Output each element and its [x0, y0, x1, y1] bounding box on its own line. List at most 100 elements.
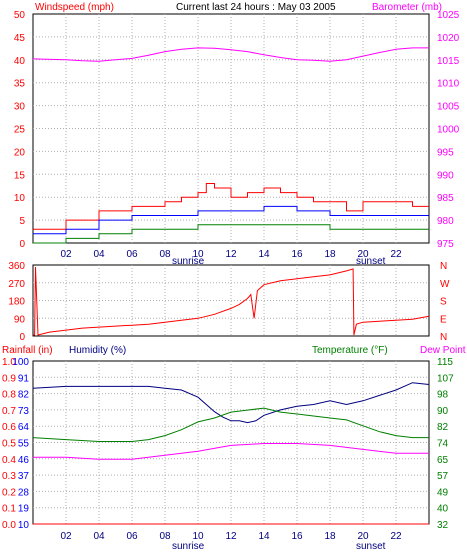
dew-point-axis-title: Dew Point — [420, 345, 466, 356]
temperature-tick-label: 82 — [437, 422, 449, 433]
windspeed-tick-label: 50 — [14, 10, 26, 21]
x-tick-label: 20 — [357, 249, 369, 260]
rainfall-tick-label: 0.0 — [2, 520, 16, 531]
tick-labels: 0202040406060808101012121414161618182020… — [2, 10, 460, 542]
temperature-tick-label: 107 — [437, 373, 454, 384]
x-tick-label: 14 — [258, 249, 270, 260]
temperature-tick-label: 90 — [437, 406, 449, 417]
humidity-tick-label: 28 — [18, 487, 30, 498]
barometer-tick-label: 995 — [437, 147, 454, 158]
windspeed-tick-label: 25 — [14, 125, 26, 136]
sunrise-label-1: sunrise — [172, 256, 205, 267]
temperature-tick-label: 32 — [437, 520, 449, 531]
temperature-tick-label: 40 — [437, 504, 449, 515]
barometer-tick-label: 1015 — [437, 56, 460, 67]
x-tick-label: 08 — [159, 531, 171, 542]
humidity-tick-label: 46 — [18, 455, 30, 466]
rainfall-tick-label: 0.3 — [2, 471, 16, 482]
chart-title: Current last 24 hours : May 03 2005 — [176, 2, 336, 13]
windspeed-tick-label: 35 — [14, 79, 26, 90]
humidity-tick-label: 37 — [18, 471, 30, 482]
rainfall-tick-label: 0.1 — [2, 504, 16, 515]
series-panel-3 — [32, 382, 430, 525]
x-tick-label: 16 — [291, 249, 303, 260]
humidity-tick-label: 100 — [12, 357, 29, 368]
x-tick-label: 06 — [126, 531, 138, 542]
barometer-axis-title: Barometer (mb) — [372, 2, 442, 13]
windspeed-tick-label: 15 — [14, 170, 26, 181]
rainfall-tick-label: 0.5 — [2, 439, 16, 450]
humidity-tick-label: 82 — [18, 390, 30, 401]
humidity-tick-label: 73 — [18, 406, 30, 417]
x-tick-label: 22 — [390, 531, 402, 542]
windspeed-tick-label: 20 — [14, 147, 26, 158]
sunrise-label-2: sunrise — [172, 541, 205, 552]
x-tick-label: 18 — [324, 249, 336, 260]
direction-degree-tick-label: 0 — [19, 332, 25, 343]
x-tick-label: 08 — [159, 249, 171, 260]
windspeed-average-series — [33, 205, 429, 235]
windspeed-tick-label: 45 — [14, 33, 26, 44]
rainfall-tick-label: 0.9 — [2, 373, 16, 384]
x-tick-label: 20 — [357, 531, 369, 542]
rainfall-tick-label: 0.4 — [2, 455, 16, 466]
temperature-tick-label: 74 — [437, 439, 449, 450]
windspeed-axis-title: Windspeed (mph) — [35, 2, 114, 13]
direction-compass-tick-label: S — [440, 297, 447, 308]
direction-compass-tick-label: E — [440, 314, 447, 325]
direction-degree-tick-label: 360 — [8, 261, 25, 272]
barometer-tick-label: 1025 — [437, 10, 460, 21]
humidity-tick-label: 64 — [18, 422, 30, 433]
windspeed-tick-label: 0 — [19, 239, 25, 250]
windspeed-tick-label: 30 — [14, 102, 26, 113]
windspeed-minimum-series — [33, 224, 429, 244]
direction-degree-tick-label: 90 — [14, 314, 26, 325]
x-tick-label: 04 — [93, 249, 105, 260]
direction-compass-tick-label: N — [440, 261, 447, 272]
sunset-label-2: sunset — [356, 541, 386, 552]
rainfall-tick-label: 0.2 — [2, 487, 16, 498]
humidity-tick-label: 10 — [18, 520, 30, 531]
x-tick-label: 02 — [60, 531, 72, 542]
grid-panel-1 — [33, 14, 429, 243]
barometer-series — [32, 47, 429, 62]
barometer-tick-label: 1000 — [437, 125, 460, 136]
x-tick-label: 16 — [291, 531, 303, 542]
sunset-label-1: sunset — [356, 256, 386, 267]
temperature-series — [32, 407, 429, 442]
barometer-tick-label: 975 — [437, 239, 454, 250]
temperature-tick-label: 65 — [437, 455, 449, 466]
temperature-tick-label: 49 — [437, 487, 449, 498]
x-tick-label: 10 — [192, 249, 204, 260]
direction-degree-tick-label: 270 — [8, 279, 25, 290]
temperature-tick-label: 115 — [437, 357, 453, 368]
barometer-tick-label: 1020 — [437, 33, 460, 44]
rainfall-tick-label: 0.7 — [2, 406, 16, 417]
grid-panel-2 — [33, 265, 429, 336]
wind-direction-series — [33, 266, 430, 336]
direction-compass-tick-label: W — [440, 279, 450, 290]
x-tick-label: 06 — [126, 249, 138, 260]
series-panel-2 — [33, 266, 430, 336]
humidity-tick-label: 55 — [18, 439, 30, 450]
barometer-tick-label: 1005 — [437, 102, 460, 113]
x-tick-label: 02 — [60, 249, 72, 260]
rainfall-tick-label: 0.8 — [2, 390, 16, 401]
temperature-tick-label: 57 — [437, 471, 449, 482]
direction-compass-tick-label: N — [440, 332, 447, 343]
dew-point-series — [33, 443, 429, 460]
windspeed-tick-label: 5 — [19, 216, 25, 227]
humidity-series — [32, 382, 430, 424]
humidity-tick-label: 91 — [18, 373, 30, 384]
rainfall-tick-label: 1.0 — [2, 357, 16, 368]
windspeed-tick-label: 40 — [14, 56, 26, 67]
x-tick-label: 12 — [225, 249, 237, 260]
x-tick-label: 10 — [192, 531, 204, 542]
grid-panel-3 — [33, 361, 429, 524]
temperature-axis-title: Temperature (°F) — [312, 345, 388, 356]
humidity-tick-label: 19 — [18, 504, 30, 515]
x-tick-label: 22 — [390, 249, 402, 260]
barometer-tick-label: 1010 — [437, 79, 460, 90]
